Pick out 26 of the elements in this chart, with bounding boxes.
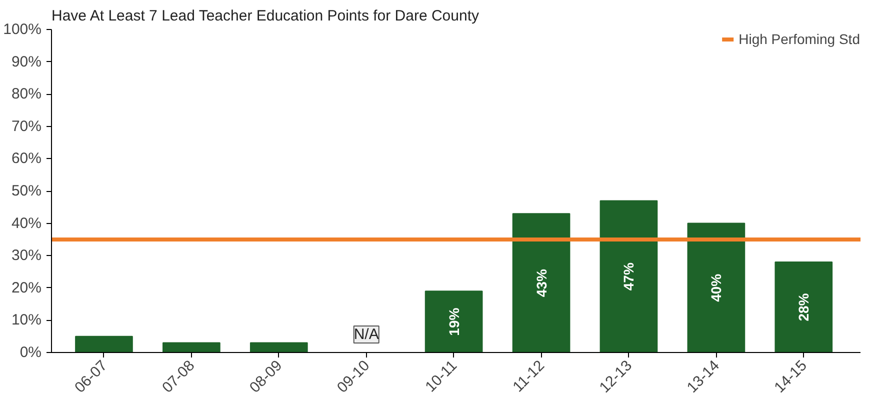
bar bbox=[250, 342, 308, 352]
y-tick-label: 30% bbox=[11, 247, 42, 264]
bar bbox=[512, 213, 570, 352]
bar bbox=[774, 262, 833, 352]
y-tick-label: 50% bbox=[11, 182, 42, 200]
y-tick-label: 60% bbox=[11, 150, 42, 168]
y-tick-label: 20% bbox=[11, 279, 42, 296]
y-tick-label: 100% bbox=[3, 21, 42, 38]
y-tick-label: 0% bbox=[20, 344, 42, 361]
chart-title: Have At Least 7 Lead Teacher Education Points for Dare County bbox=[52, 8, 480, 24]
data-label: 47% bbox=[620, 262, 637, 291]
bar bbox=[687, 222, 746, 352]
y-tick-label: 80% bbox=[11, 86, 42, 103]
y-tick-label: 10% bbox=[11, 312, 42, 329]
bar bbox=[424, 290, 483, 352]
data-label: 19% bbox=[446, 307, 462, 336]
data-label: 43% bbox=[533, 268, 550, 298]
y-tick-label: 90% bbox=[11, 53, 42, 70]
y-tick-label: 70% bbox=[11, 118, 42, 135]
data-label: 40% bbox=[708, 273, 724, 302]
bar bbox=[75, 336, 133, 352]
y-tick-label: 40% bbox=[11, 214, 42, 232]
bar bbox=[162, 342, 220, 352]
bar bbox=[600, 200, 658, 352]
legend-label: High Perfoming Std bbox=[738, 31, 860, 47]
data-label: 28% bbox=[796, 292, 812, 322]
